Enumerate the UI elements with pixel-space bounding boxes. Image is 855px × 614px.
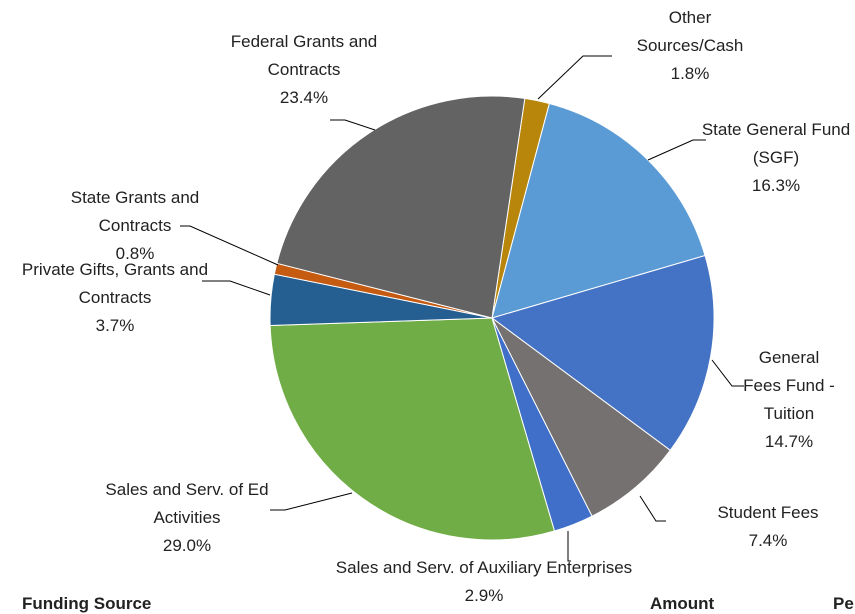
value-label: 16.3% [751,176,801,195]
slice-label: State Grants and Contracts 0.8% [50,184,220,268]
category-label: Other Sources/Cash [636,8,744,55]
slice-label: Private Gifts, Grants and Contracts 3.7% [13,256,218,340]
category-label: General Fees Fund - Tuition [743,348,835,423]
value-label: 29.0% [162,536,212,555]
value-label: 14.7% [764,432,814,451]
slice-label: Student Fees 7.4% [693,499,843,555]
slice-label: Other Sources/Cash 1.8% [630,4,750,88]
pie-slice [490,254,715,451]
category-label: Sales and Serv. of Auxiliary Enterprises [335,558,633,577]
slice-label: Sales and Serv. of Auxiliary Enterprises… [284,554,684,610]
category-label: State General Fund (SGF) [701,120,851,167]
slice-label: State General Fund (SGF) 16.3% [701,116,851,200]
category-label: Student Fees [717,503,819,522]
pie-slice [276,95,526,319]
leader-line [537,55,612,100]
leader-line [639,495,666,522]
category-label: State Grants and Contracts [70,188,200,235]
pie-slice [491,102,706,319]
value-label: 7.4% [748,531,788,550]
value-label: 0.8% [115,244,155,263]
leader-line [647,139,706,161]
category-label: Federal Grants and Contracts [230,32,378,79]
leader-line [711,359,744,387]
value-label: 2.9% [464,586,504,605]
slice-label: Sales and Serv. of Ed Activities 29.0% [102,476,272,560]
leader-line [567,531,571,562]
slice-label: General Fees Fund - Tuition 14.7% [739,344,839,456]
table-header: Funding Source [22,594,152,613]
category-label: Private Gifts, Grants and Contracts [21,260,209,307]
leader-line [270,492,353,511]
table-header: Amount [650,594,715,613]
pie-slice [491,317,671,517]
slice-label: Federal Grants and Contracts 23.4% [209,28,399,112]
leader-line [330,119,376,131]
pie-slice [269,317,556,541]
leader-line [202,280,271,296]
value-label: 23.4% [279,88,329,107]
table-header: Pe [833,594,854,613]
value-label: 1.8% [670,64,710,83]
value-label: 3.7% [95,316,135,335]
category-label: Sales and Serv. of Ed Activities [105,480,269,527]
leader-line [180,225,279,266]
